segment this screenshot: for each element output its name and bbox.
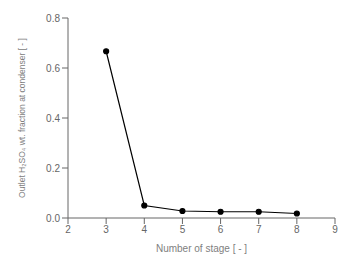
svg-text:5: 5 <box>180 224 186 235</box>
svg-text:0.4: 0.4 <box>46 113 60 124</box>
svg-text:6: 6 <box>218 224 224 235</box>
svg-text:0.0: 0.0 <box>46 213 60 224</box>
svg-text:0.2: 0.2 <box>46 163 60 174</box>
svg-text:Outlet H₂SO₄ wt. fraction at c: Outlet H₂SO₄ wt. fraction at condenser [… <box>17 38 27 198</box>
svg-text:2: 2 <box>65 224 71 235</box>
svg-text:0.8: 0.8 <box>46 13 60 24</box>
svg-text:4: 4 <box>142 224 148 235</box>
svg-text:Number of stage [ - ]: Number of stage [ - ] <box>156 243 247 254</box>
svg-text:0.6: 0.6 <box>46 63 60 74</box>
svg-text:8: 8 <box>294 224 300 235</box>
svg-text:7: 7 <box>256 224 262 235</box>
svg-text:9: 9 <box>332 224 338 235</box>
svg-text:3: 3 <box>103 224 109 235</box>
